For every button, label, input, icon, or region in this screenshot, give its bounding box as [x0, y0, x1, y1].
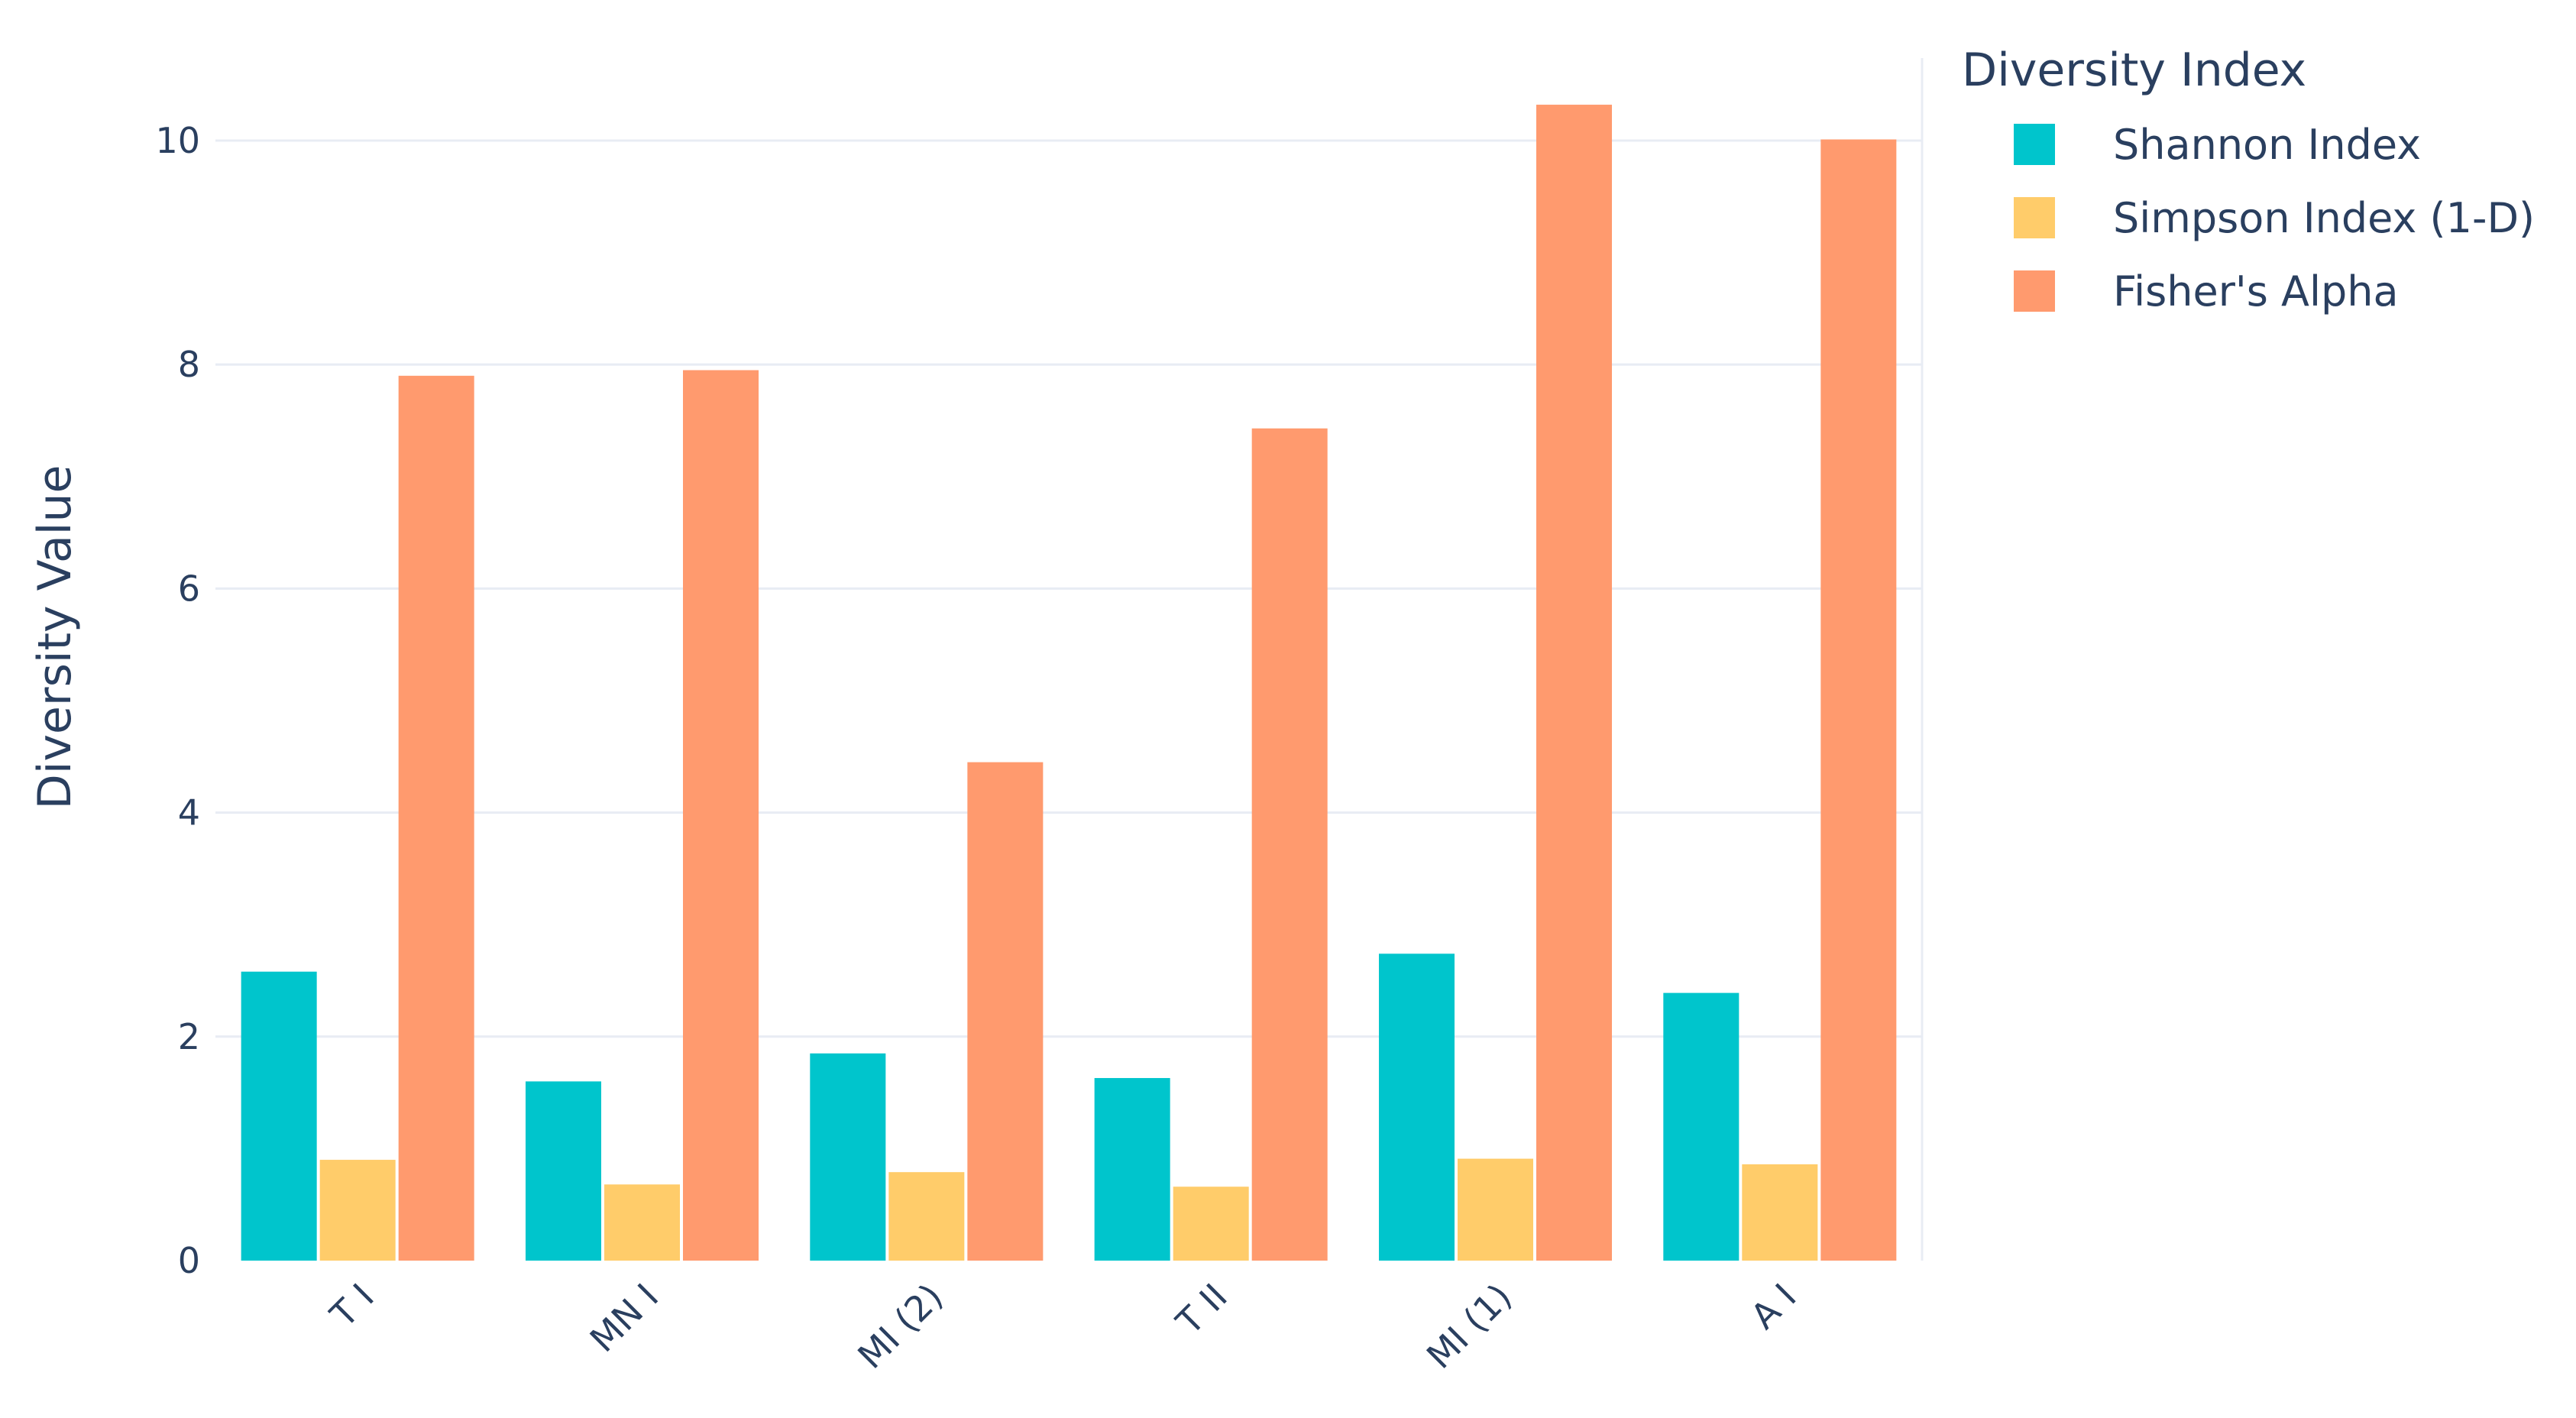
y-tick-label: 4: [178, 792, 200, 834]
bar-fisher-s-alpha-mi-1: [1536, 105, 1613, 1261]
bars: [241, 105, 1897, 1261]
y-axis-title: Diversity Value: [28, 465, 82, 810]
y-tick-label: 8: [178, 344, 200, 385]
legend-item-label: Shannon Index: [2113, 121, 2421, 169]
y-tick-label: 0: [178, 1240, 200, 1281]
legend-title: Diversity Index: [1962, 44, 2306, 97]
bar-fisher-s-alpha-a-i: [1820, 139, 1897, 1261]
bar-shannon-index-t-i: [241, 971, 317, 1261]
bar-fisher-s-alpha-t-i: [398, 375, 474, 1261]
legend-item-label: Simpson Index (1-D): [2113, 194, 2535, 242]
bar-fisher-s-alpha-t-ii: [1251, 428, 1328, 1261]
bar-simpson-index-1-d-a-i: [1742, 1164, 1818, 1261]
bar-simpson-index-1-d-mi-2: [888, 1172, 965, 1261]
bar-simpson-index-1-d-t-ii: [1173, 1187, 1249, 1261]
legend: Diversity Index Shannon Index Simpson Ind…: [1962, 44, 2535, 316]
y-tick-label: 6: [178, 568, 200, 609]
bar-shannon-index-t-ii: [1094, 1078, 1170, 1261]
bar-shannon-index-mi-1: [1378, 953, 1455, 1261]
bar-shannon-index-mi-2: [810, 1053, 886, 1261]
y-axis-ticks: 0 2 4 6 8 10: [155, 120, 200, 1281]
legend-item-label: Fisher's Alpha: [2113, 267, 2399, 316]
bar-simpson-index-1-d-mi-1: [1457, 1158, 1534, 1261]
legend-swatch: [2014, 197, 2055, 238]
legend-swatch: [2014, 270, 2055, 312]
y-tick-label: 2: [178, 1016, 200, 1057]
bar-simpson-index-1-d-t-i: [319, 1160, 396, 1261]
bar-shannon-index-a-i: [1663, 992, 1739, 1261]
y-tick-label: 10: [155, 120, 200, 161]
bar-fisher-s-alpha-mi-2: [967, 762, 1044, 1261]
bar-shannon-index-mn-i: [525, 1081, 601, 1261]
legend-swatch: [2014, 124, 2055, 165]
gridlines: [215, 58, 1924, 1261]
bar-fisher-s-alpha-mn-i: [683, 370, 759, 1261]
bar-simpson-index-1-d-mn-i: [604, 1184, 681, 1261]
